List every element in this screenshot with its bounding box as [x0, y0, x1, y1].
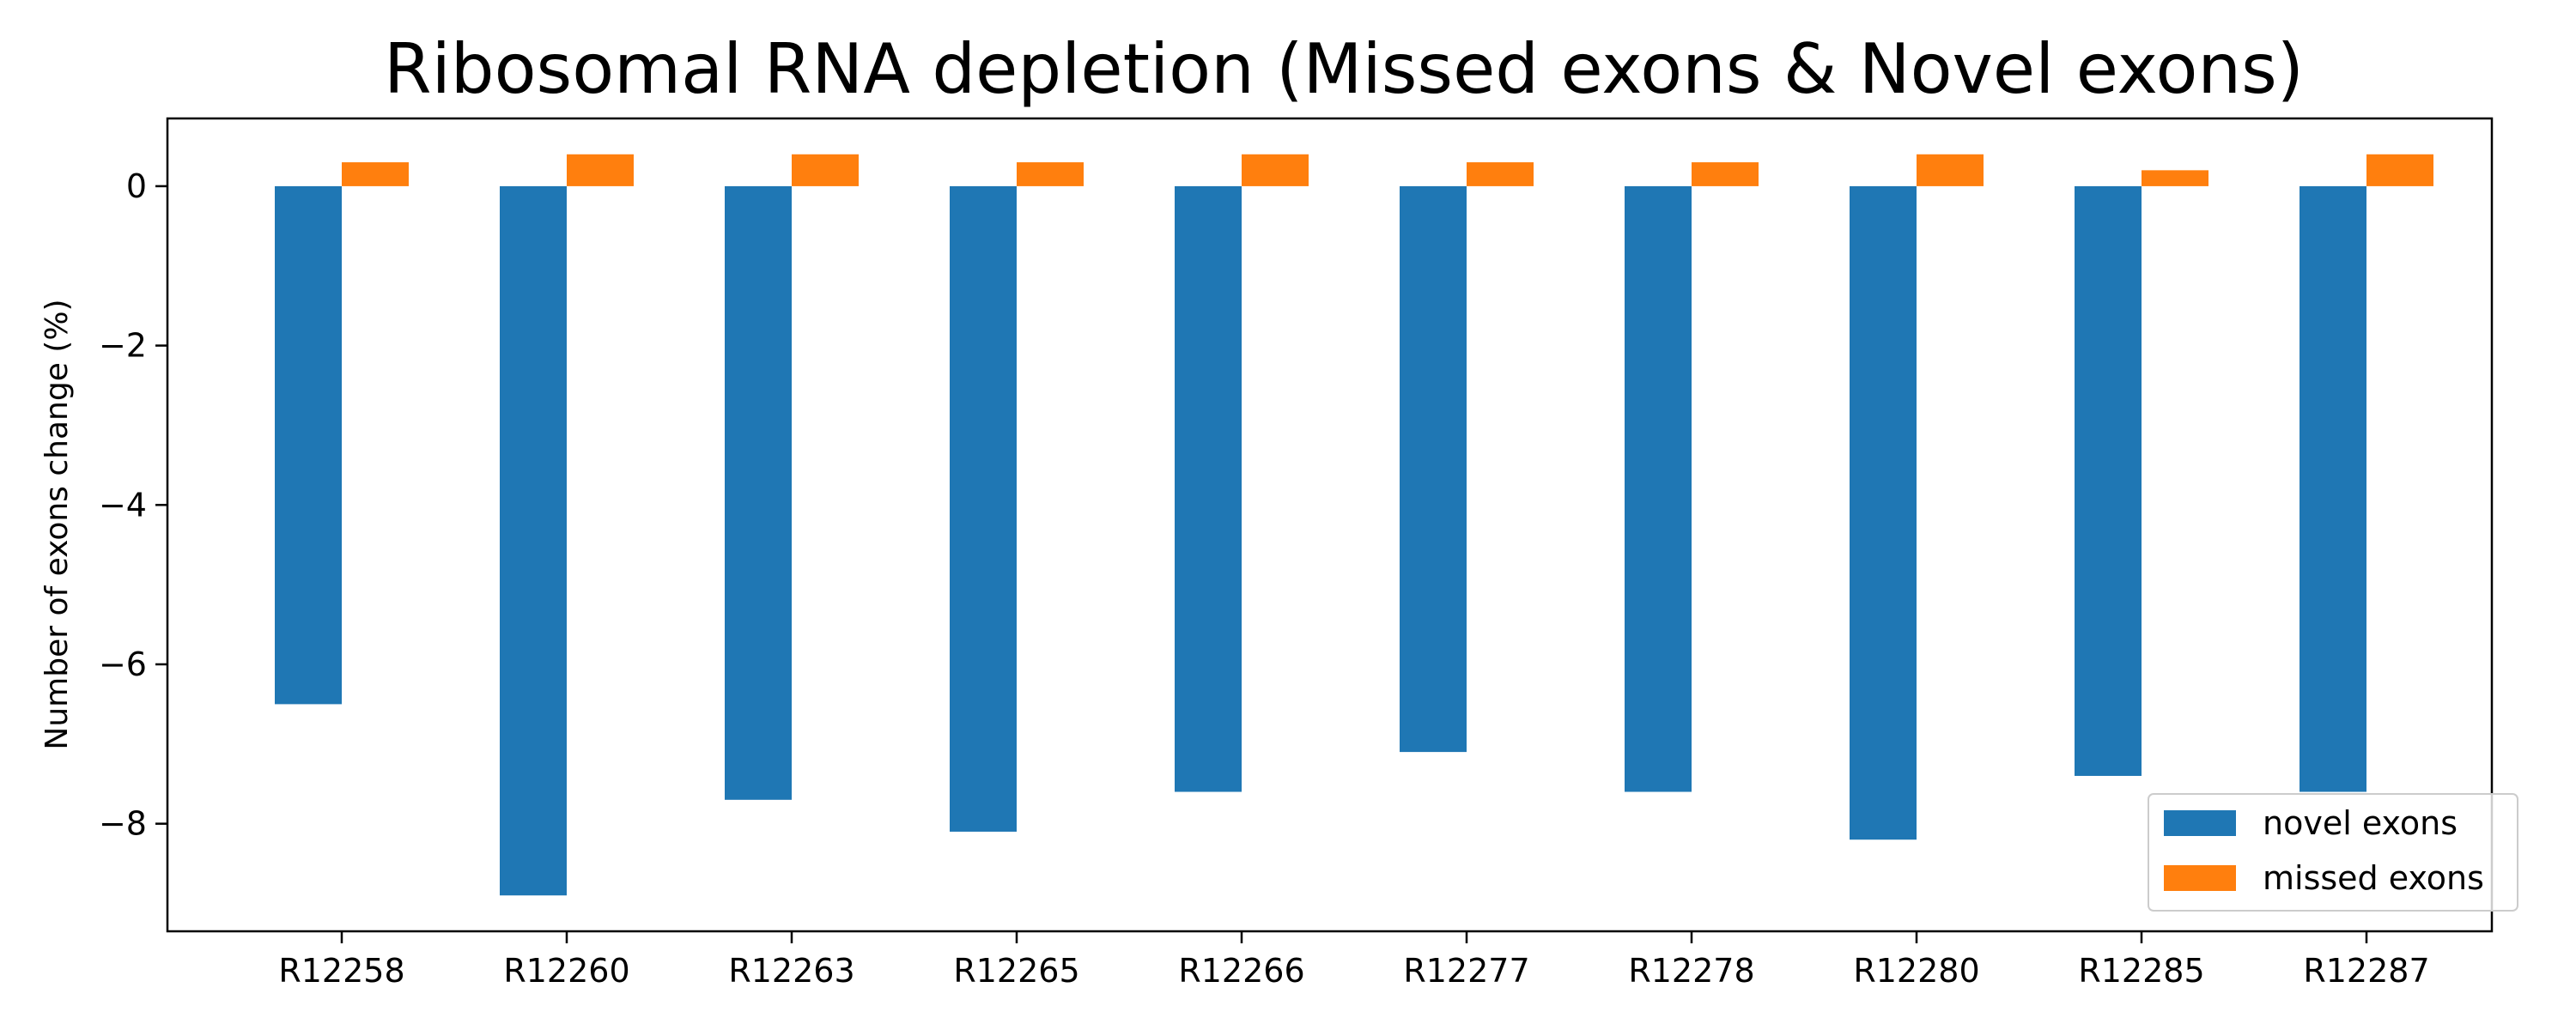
bar-missed-exons-R12260: [567, 154, 634, 186]
x-tick-label: R12258: [278, 952, 404, 990]
y-tick-label: 0: [126, 167, 147, 205]
x-tick-label: R12280: [1853, 952, 1979, 990]
x-tick-label: R12263: [728, 952, 854, 990]
y-tick-label: −8: [99, 805, 147, 843]
x-tick-label: R12260: [503, 952, 629, 990]
legend: novel exons missed exons: [2148, 793, 2518, 912]
bar-missed-exons-R12266: [1242, 154, 1309, 186]
legend-swatch-missed-exons: [2164, 865, 2236, 891]
bar-missed-exons-R12265: [1017, 162, 1084, 186]
bars-group: [275, 154, 2433, 896]
bar-missed-exons-R12258: [342, 162, 409, 186]
bar-novel-exons-R12280: [1850, 185, 1917, 840]
x-tick-label: R12287: [2303, 952, 2429, 990]
y-tick-label: −4: [99, 486, 147, 524]
bar-novel-exons-R12277: [1400, 185, 1467, 753]
legend-frame: [2148, 793, 2518, 912]
y-tick-label: −6: [99, 645, 147, 683]
bar-novel-exons-R12263: [725, 185, 792, 800]
x-tick-label: R12265: [953, 952, 1079, 990]
bar-novel-exons-R12287: [2300, 185, 2366, 792]
bar-missed-exons-R12280: [1917, 154, 1984, 186]
plot-area-frame: [166, 117, 2494, 933]
bar-missed-exons-R12285: [2142, 170, 2208, 186]
chart-title: Ribosomal RNA depletion (Missed exons & …: [384, 29, 2304, 109]
bar-novel-exons-R12278: [1625, 185, 1692, 792]
bar-novel-exons-R12266: [1175, 185, 1242, 792]
legend-swatch-novel-exons: [2164, 810, 2236, 836]
legend-label-novel-exons: novel exons: [2263, 804, 2458, 842]
x-tick-label: R12277: [1403, 952, 1529, 990]
legend-label-missed-exons: missed exons: [2263, 859, 2484, 897]
y-axis-ticks: 0 −2 −4 −6 −8: [99, 167, 167, 843]
bar-novel-exons-R12285: [2075, 185, 2142, 776]
x-tick-label: R12285: [2078, 952, 2204, 990]
x-tick-label: R12278: [1628, 952, 1754, 990]
bar-novel-exons-R12260: [500, 185, 567, 896]
bar-novel-exons-R12265: [950, 185, 1017, 832]
bar-missed-exons-R12287: [2366, 154, 2433, 186]
x-tick-label: R12266: [1178, 952, 1304, 990]
bar-missed-exons-R12277: [1467, 162, 1534, 186]
y-axis-label: Number of exons change (%): [39, 299, 75, 749]
bar-novel-exons-R12258: [275, 185, 342, 705]
x-axis-ticks: R12258 R12260 R12263 R12265 R12266 R12277 R122…: [278, 931, 2430, 990]
bar-missed-exons-R12278: [1692, 162, 1759, 186]
y-tick-label: −2: [99, 327, 147, 365]
bar-missed-exons-R12263: [792, 154, 859, 186]
